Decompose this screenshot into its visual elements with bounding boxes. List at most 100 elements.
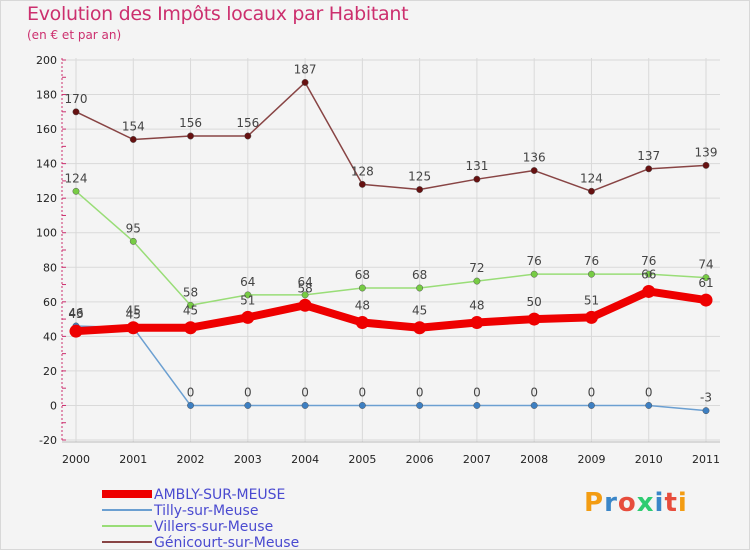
data-label: 64 (297, 275, 312, 289)
data-label: 0 (416, 385, 424, 399)
y-tick-label: 40 (43, 330, 57, 343)
data-label: 68 (355, 268, 370, 282)
data-point (645, 165, 653, 173)
x-tick-label: 2004 (291, 453, 319, 466)
data-point (241, 310, 255, 324)
y-tick-label: 200 (36, 54, 57, 67)
data-point (358, 284, 366, 292)
data-label: 76 (641, 254, 656, 268)
data-point (184, 321, 198, 335)
data-label: 51 (584, 293, 599, 307)
data-label: 45 (126, 304, 141, 318)
data-label: 156 (179, 116, 202, 130)
data-label: -3 (700, 391, 712, 405)
data-point (473, 277, 481, 285)
y-tick-label: 140 (36, 158, 57, 171)
y-tick-label: 160 (36, 123, 57, 136)
data-label: 95 (126, 221, 141, 235)
data-point (416, 186, 424, 193)
chart-title: Evolution des Impôts locaux par Habitant (27, 3, 409, 25)
data-point (301, 79, 309, 86)
series-lines (69, 79, 713, 415)
data-label: 0 (301, 385, 309, 399)
legend-label: Villers-sur-Meuse (154, 519, 273, 535)
data-label: 58 (297, 281, 312, 295)
data-point (413, 321, 427, 335)
data-point (355, 316, 369, 330)
data-label: 0 (530, 385, 538, 399)
data-point (416, 402, 424, 409)
x-tick-label: 2002 (177, 453, 205, 466)
data-point (470, 316, 484, 330)
data-label: 128 (351, 164, 374, 178)
y-tick-label: 60 (43, 296, 57, 309)
data-point (645, 402, 653, 409)
data-point (72, 108, 80, 116)
x-tick-label: 2003 (234, 453, 262, 466)
data-label: 48 (355, 299, 370, 313)
data-point (588, 402, 595, 409)
data-label: 46 (68, 306, 83, 320)
data-point (527, 312, 541, 326)
data-point (645, 270, 653, 278)
data-label: 137 (637, 149, 660, 163)
y-tick-label: 80 (43, 261, 57, 274)
y-tick-label: 180 (36, 89, 57, 102)
data-point (358, 402, 366, 409)
proxiti-logo[interactable]: Proxiti (584, 488, 688, 518)
legend-label: Tilly-sur-Meuse (153, 503, 258, 519)
data-label: 68 (412, 268, 427, 282)
x-tick-label: 2010 (635, 453, 663, 466)
data-point (699, 293, 713, 307)
data-point (530, 270, 538, 278)
data-label: 51 (240, 293, 255, 307)
data-label: 156 (236, 116, 259, 130)
series-line-villers-sur-meuse (75, 190, 707, 307)
logo-letter: i (677, 488, 688, 518)
x-tick-label: 2000 (62, 453, 90, 466)
grid-lines (62, 58, 720, 442)
data-label: 66 (641, 267, 656, 281)
data-label: 187 (294, 62, 317, 76)
logo-letter: i (654, 488, 665, 518)
data-label: 61 (698, 276, 713, 290)
data-label: 0 (187, 385, 195, 399)
data-point (69, 324, 83, 338)
data-label: 45 (183, 304, 198, 318)
data-point (530, 402, 538, 409)
data-point (298, 298, 312, 312)
logo-letter: t (664, 488, 678, 518)
data-point (358, 180, 366, 188)
data-label: 170 (65, 92, 88, 106)
chart-subtitle: (en € et par an) (27, 28, 122, 42)
data-point (301, 291, 309, 299)
y-tick-label: 100 (36, 227, 57, 240)
series-line-tilly-sur-meuse (75, 325, 707, 412)
logo-letter: P (584, 488, 605, 518)
data-point (126, 321, 140, 335)
data-label: 0 (244, 385, 252, 399)
data-point (72, 187, 80, 195)
x-tick-label: 2009 (577, 453, 605, 466)
data-label: 72 (469, 261, 484, 275)
data-label: 0 (588, 385, 596, 399)
legend-label: Génicourt-sur-Meuse (154, 535, 299, 550)
data-label: 0 (645, 385, 653, 399)
data-point (244, 402, 252, 409)
data-point (244, 132, 252, 140)
x-tick-label: 2001 (119, 453, 147, 466)
logo-letter: x (636, 488, 655, 518)
series-line-ambly-sur-meuse (72, 287, 710, 336)
data-label: 76 (527, 254, 542, 268)
data-label: 0 (473, 385, 481, 399)
data-point (702, 274, 710, 282)
data-label: 154 (122, 119, 145, 133)
data-label: 131 (465, 159, 488, 173)
data-label: 125 (408, 170, 431, 184)
series-line-g-nicourt-sur-meuse (75, 81, 707, 193)
data-point (187, 132, 194, 140)
y-tick-label: 0 (50, 399, 57, 412)
